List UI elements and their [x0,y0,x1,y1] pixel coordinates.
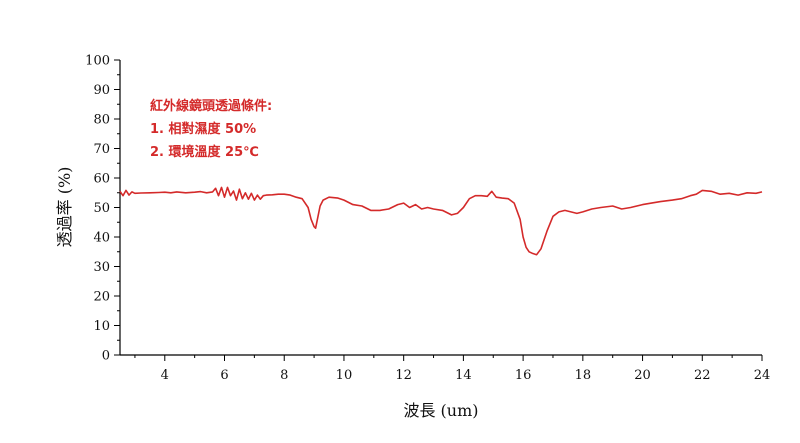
x-axis-title: 波長 (um) [403,401,478,420]
annotations: 紅外線鏡頭透過條件: 1. 相對濕度 50% 2. 環境溫度 25℃ [150,98,272,160]
annotation-title: 紅外線鏡頭透過條件: [150,98,272,114]
x-tick-label: 6 [220,368,228,383]
x-tick-label: 20 [634,368,651,383]
y-tick-label: 0 [102,349,110,364]
annotation-temperature: 2. 環境溫度 25℃ [150,144,259,160]
y-tick-label: 90 [93,83,110,98]
x-tick-label: 10 [336,368,353,383]
y-tick-label: 10 [93,319,110,334]
ticks [114,59,763,361]
y-tick-label: 100 [85,54,110,69]
series-line [119,186,763,256]
y-tick-label: 40 [93,231,110,246]
tick-labels: 4 6 8 10 12 14 16 18 20 22 24 0 10 20 30 40 50 60 70 80 90 10… [85,54,770,384]
x-tick-label: 12 [395,368,412,383]
y-tick-label: 80 [93,113,110,128]
x-tick-label: 22 [694,368,711,383]
x-tick-label: 16 [515,368,532,383]
y-axis-title: 透過率 (%) [55,167,74,248]
x-tick-label: 8 [280,368,288,383]
y-tick-label: 50 [93,201,110,216]
y-tick-label: 30 [93,260,110,275]
y-tick-label: 60 [93,172,110,187]
annotation-humidity: 1. 相對濕度 50% [150,121,256,137]
x-tick-label: 14 [455,368,472,383]
x-tick-label: 24 [754,368,771,383]
x-tick-label: 4 [161,368,169,383]
y-tick-label: 20 [93,290,110,305]
y-tick-label: 70 [93,142,110,157]
x-tick-label: 18 [575,368,592,383]
